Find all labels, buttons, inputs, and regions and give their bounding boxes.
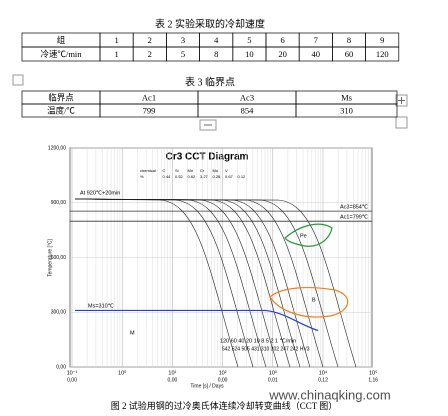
- figure-title: Cr3 CCT Diagram: [166, 152, 249, 163]
- cell-text: 310: [340, 105, 353, 115]
- resize-handle[interactable]: [395, 116, 408, 129]
- cell-text: 5: [247, 35, 251, 45]
- x-axis-title: Time [s] / Days: [190, 383, 224, 389]
- cell-text: 9: [380, 35, 384, 45]
- annotation: Ac3=854℃: [340, 204, 369, 210]
- chem-value: %: [140, 174, 144, 179]
- annotation: Ms=310℃: [88, 303, 115, 309]
- annotation: Pe: [300, 233, 307, 239]
- x-tick-label: 10³: [269, 370, 277, 376]
- cell-text: 3: [181, 35, 185, 45]
- chem-value: 0.67: [225, 174, 234, 179]
- day-label: 0,01: [268, 377, 278, 383]
- figure: [40, 135, 382, 397]
- day-label: 1,16: [368, 377, 378, 383]
- y-tick-label: 0,00: [56, 364, 66, 370]
- hardness-labels: 542 524 505 431 310 302 247 242 HV3: [222, 346, 310, 352]
- cell-text: 799: [143, 105, 156, 115]
- cell-text: 20: [278, 49, 287, 59]
- cooling-curve: [74, 198, 311, 368]
- chem-header: Cr: [200, 168, 205, 173]
- cooling-curve: [74, 198, 291, 368]
- cooling-curve: [74, 198, 279, 368]
- cell-text: 120: [376, 49, 389, 59]
- cell-text: 4: [214, 35, 219, 45]
- day-label: 0,12: [318, 377, 328, 383]
- cell-text: 1: [114, 35, 118, 45]
- chem-value: 0.44: [163, 174, 172, 179]
- chem-value: 0.12: [238, 174, 247, 179]
- y-axis-title: Temperature [°C]: [47, 238, 53, 276]
- y-tick-label: 300,00: [51, 310, 67, 316]
- chem-value: 3.27: [200, 174, 209, 179]
- table-caption: 表 3 临界点: [185, 75, 235, 88]
- y-tick-label: 1200,00: [48, 145, 66, 151]
- x-tick-label: 10⁵: [369, 369, 377, 376]
- chem-header: V: [225, 168, 228, 173]
- day-label: 0,00: [218, 377, 228, 383]
- table-cell: [365, 46, 400, 62]
- cooling-curve: [74, 198, 267, 368]
- chem-value: 0.28: [213, 174, 222, 179]
- annotation: M: [130, 330, 135, 336]
- pearlite-region: [284, 223, 333, 247]
- watermark: www.chinaqking.com: [268, 387, 390, 402]
- cell-text: 60: [345, 49, 354, 59]
- chem-value: 0.52: [175, 174, 184, 179]
- cell-text: 10: [245, 49, 254, 59]
- day-label: 0,00: [168, 377, 178, 383]
- cell-text: 8: [347, 35, 351, 45]
- cooling-curve: [74, 198, 324, 368]
- x-tick-label: 10¹: [168, 370, 176, 376]
- cell-text: Ms: [341, 92, 352, 102]
- cell-text: Ac1: [142, 92, 156, 102]
- cooling-curve: [74, 198, 254, 368]
- bainite-region: [269, 286, 349, 318]
- cell-text: 1: [114, 49, 118, 59]
- y-tick-label: 900,00: [51, 200, 67, 206]
- annotation: B: [312, 297, 316, 303]
- day-label: 0,00: [67, 377, 77, 383]
- y-tick-label: 600,00: [51, 255, 67, 261]
- chem-header: C: [163, 168, 166, 173]
- annotation: At 920℃+20min: [80, 190, 120, 196]
- chem-value: 0.62: [188, 174, 197, 179]
- plus-icon: [398, 97, 405, 104]
- cell-text: 7: [314, 35, 318, 45]
- move-handle[interactable]: [12, 74, 24, 86]
- cell-text: Ac3: [240, 92, 254, 102]
- x-tick-label: 10²: [219, 370, 227, 376]
- cell-text: 冷速℃/min: [40, 49, 82, 59]
- cell-text: 8: [214, 49, 218, 59]
- cell-text: 临界点: [48, 92, 74, 102]
- chem-header: chemical: [140, 168, 156, 173]
- cooling-curve: [74, 198, 301, 368]
- cell-text: 2: [148, 35, 152, 45]
- ms-line: [75, 309, 319, 332]
- cell-text: 组: [57, 35, 66, 45]
- cell-text: 5: [181, 49, 185, 59]
- cell-text: 40: [312, 49, 321, 59]
- cell-text: 2: [148, 49, 152, 59]
- cooling-curve: [74, 198, 339, 368]
- chem-header: Si: [175, 168, 179, 173]
- chem-header: Mn: [188, 168, 194, 173]
- cell-text: 温度/℃: [47, 105, 75, 115]
- table-caption: 表 2 实验采取的冷却速度: [155, 17, 265, 30]
- cooling-curve: [74, 198, 239, 368]
- x-tick-label: 10⁰: [118, 369, 127, 376]
- x-tick-label: 10⁻¹: [67, 370, 78, 376]
- chem-header: Mo: [213, 168, 219, 173]
- table-cell: [295, 103, 398, 118]
- annotation: Ac1=799℃: [340, 214, 369, 220]
- cell-text: 854: [241, 105, 255, 115]
- figure-caption: 图 2 试验用钢的过冷奥氏体连续冷却转变曲线（CCT 图）: [111, 400, 338, 411]
- cell-text: 6: [280, 35, 284, 45]
- rate-labels: 120 60 40 20 10 8 5 2 1 ℃/min: [220, 338, 296, 344]
- x-tick-label: 10⁴: [319, 369, 328, 376]
